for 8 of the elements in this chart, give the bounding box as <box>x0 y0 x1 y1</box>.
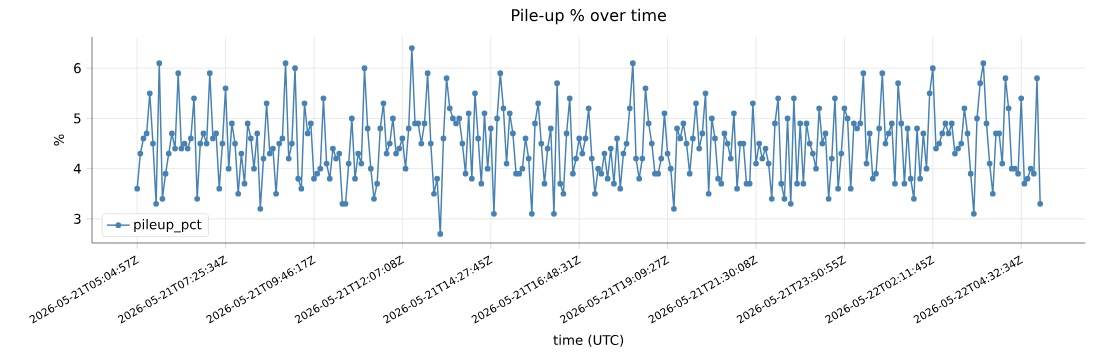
y-tick-label: 4 <box>73 163 81 174</box>
y-tick-label: 5 <box>74 113 81 124</box>
x-axis-title: time (UTC) <box>553 334 624 347</box>
chart-title: Pile-up % over time <box>512 8 667 25</box>
legend-label: pileup_pct <box>134 219 202 233</box>
y-tick-label: 6 <box>74 63 81 74</box>
y-axis-title: % <box>53 134 64 146</box>
y-tick-label: 3 <box>74 213 81 224</box>
